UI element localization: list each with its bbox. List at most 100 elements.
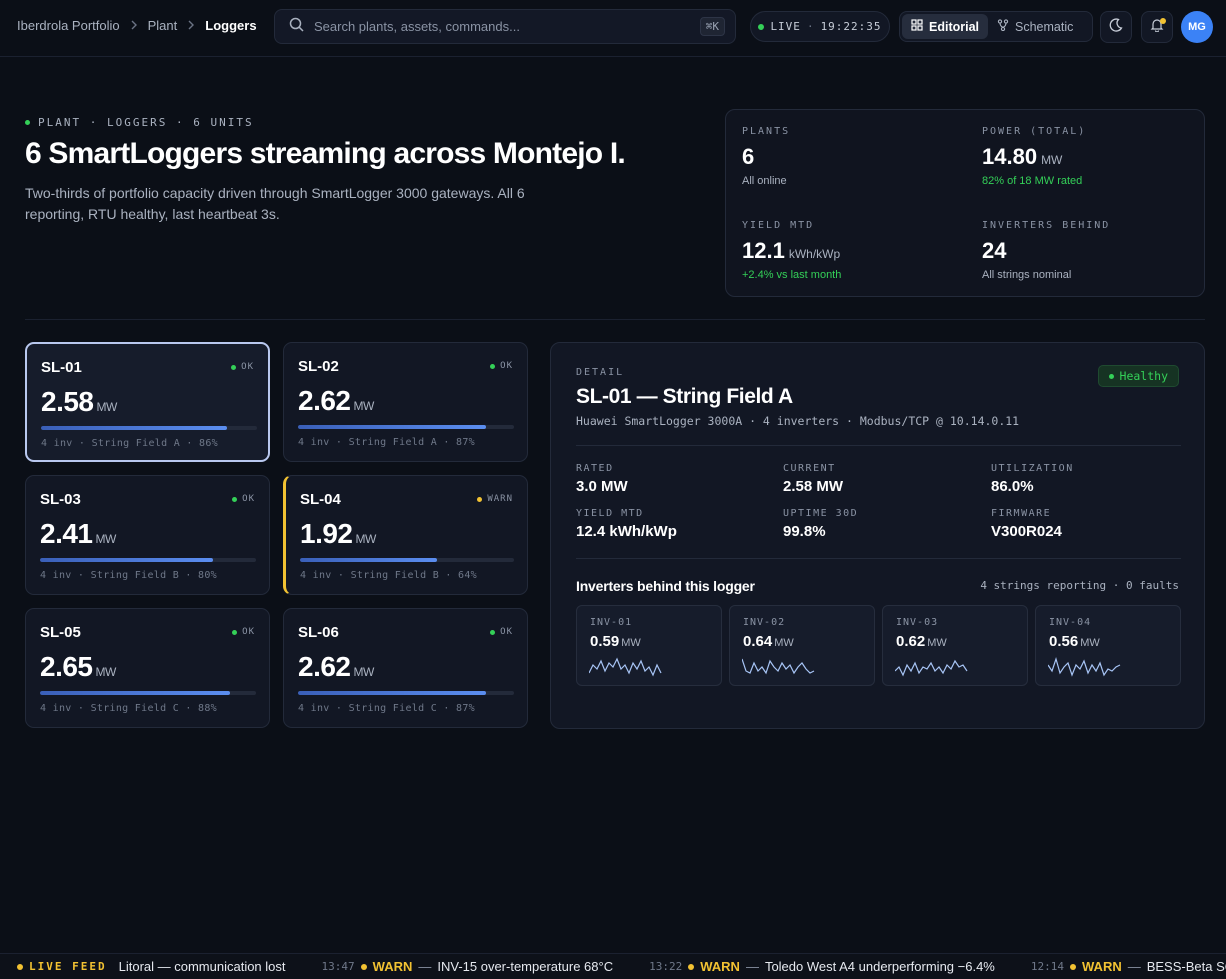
inverter-power: 0.59 MW bbox=[590, 633, 641, 650]
notifications-button[interactable] bbox=[1141, 11, 1173, 43]
inverters-title: Inverters behind this logger bbox=[576, 578, 755, 594]
feed-level: WARN bbox=[700, 959, 740, 974]
live-time: 19:22:35 bbox=[820, 20, 882, 33]
search-icon bbox=[289, 17, 304, 37]
power-unit: MW bbox=[95, 665, 117, 679]
search-input[interactable] bbox=[314, 19, 700, 34]
feed-item[interactable]: 12:14 WARN — BESS-Beta SOC 42% be bbox=[1031, 959, 1226, 974]
warn-dot-icon bbox=[1070, 963, 1076, 970]
stat-yield-mtd: YIELD MTD 12.1 kWh/kWp +2.4% vs last mont… bbox=[742, 220, 841, 281]
logger-name: SL-02 bbox=[298, 358, 339, 375]
logger-power: 2.58 MW bbox=[41, 386, 117, 418]
stat-note: All strings nominal bbox=[982, 269, 1072, 281]
live-indicator: LIVE · 19:22:35 bbox=[750, 11, 890, 42]
inverter-power-unit: MW bbox=[927, 637, 947, 649]
status-badge: OK bbox=[231, 362, 254, 372]
inverter-card-inv-03[interactable]: INV-03 0.62 MW bbox=[882, 605, 1028, 686]
logger-name: SL-04 bbox=[300, 491, 341, 508]
schematic-label: Schematic bbox=[1015, 19, 1074, 34]
stat-value: 6 bbox=[742, 144, 790, 170]
feed-item[interactable]: 13:47 WARN — INV-15 over-temperature 68°… bbox=[322, 959, 614, 974]
stat-number: 6 bbox=[742, 144, 755, 169]
status-text: WARN bbox=[487, 494, 513, 504]
logger-power: 2.62 MW bbox=[298, 385, 374, 417]
feed-item[interactable]: Litoral — communication lost bbox=[118, 959, 286, 974]
health-text: Healthy bbox=[1119, 369, 1168, 383]
status-dot-icon bbox=[1108, 373, 1114, 379]
inverter-card-inv-01[interactable]: INV-01 0.59 MW bbox=[576, 605, 722, 686]
breadcrumb-portfolio[interactable]: Iberdrola Portfolio bbox=[17, 18, 120, 33]
metric-current: CURRENT 2.58 MW bbox=[783, 463, 843, 495]
page-subtitle: Two-thirds of portfolio capacity driven … bbox=[25, 185, 525, 222]
warn-dot-icon bbox=[360, 963, 367, 970]
logger-card-sl-05[interactable]: SL-05 OK 2.65 MW 4 inv · String Field C ·… bbox=[25, 608, 270, 728]
stat-number: 12.1 bbox=[742, 238, 785, 263]
logger-power: 2.41 MW bbox=[40, 518, 116, 550]
logger-card-sl-06[interactable]: SL-06 OK 2.62 MW 4 inv · String Field C ·… bbox=[283, 608, 528, 728]
inverter-card-inv-02[interactable]: INV-02 0.64 MW bbox=[729, 605, 875, 686]
power-value: 1.92 bbox=[300, 518, 353, 549]
inverter-power: 0.64 MW bbox=[743, 633, 794, 650]
detail-title: SL-01 — String Field A bbox=[576, 385, 793, 408]
inverter-power-value: 0.62 bbox=[896, 633, 926, 650]
avatar[interactable]: MG bbox=[1181, 11, 1213, 43]
stat-label: PLANTS bbox=[742, 126, 791, 137]
metric-label: UPTIME 30D bbox=[783, 508, 859, 519]
metric-value: 99.8% bbox=[783, 523, 826, 540]
status-dot-icon bbox=[490, 363, 496, 369]
utilization-fill bbox=[40, 558, 213, 562]
metric-label: RATED bbox=[576, 463, 614, 474]
power-value: 2.41 bbox=[40, 518, 93, 549]
live-dot-icon bbox=[758, 23, 765, 30]
utilization-bar bbox=[298, 425, 514, 429]
status-text: OK bbox=[242, 627, 255, 637]
logger-card-sl-02[interactable]: SL-02 OK 2.62 MW 4 inv · String Field A ·… bbox=[283, 342, 528, 462]
logger-detail-panel: DETAIL SL-01 — String Field A Huawei Sma… bbox=[550, 342, 1205, 729]
inverter-power: 0.56 MW bbox=[1049, 633, 1100, 650]
schematic-view-button[interactable]: Schematic bbox=[988, 14, 1082, 39]
inverter-sparkline bbox=[742, 658, 815, 675]
inverter-id: INV-03 bbox=[896, 617, 939, 628]
stat-value: 12.1 kWh/kWp bbox=[742, 238, 841, 264]
live-label: LIVE bbox=[770, 20, 801, 33]
utilization-fill bbox=[298, 425, 486, 429]
utilization-bar bbox=[41, 426, 257, 430]
logger-meta: 4 inv · String Field B · 64% bbox=[300, 570, 477, 581]
status-badge: OK bbox=[232, 494, 255, 504]
inverter-card-inv-04[interactable]: INV-04 0.56 MW bbox=[1035, 605, 1181, 686]
stat-label: INVERTERS BEHIND bbox=[982, 220, 1111, 231]
stat-unit: MW bbox=[1041, 153, 1063, 167]
editorial-view-button[interactable]: Editorial bbox=[902, 14, 989, 39]
search-box[interactable]: ⌘K bbox=[274, 9, 736, 44]
logger-card-sl-04[interactable]: SL-04 WARN 1.92 MW 4 inv · String Field B… bbox=[283, 475, 528, 595]
logger-meta: 4 inv · String Field A · 86% bbox=[41, 438, 218, 449]
logger-card-sl-03[interactable]: SL-03 OK 2.41 MW 4 inv · String Field B ·… bbox=[25, 475, 270, 595]
live-feed-ticker: LIVE FEED Litoral — communication lost 1… bbox=[0, 953, 1226, 979]
logger-name: SL-01 bbox=[41, 359, 82, 376]
status-badge: OK bbox=[490, 361, 513, 371]
metric-label: FIRMWARE bbox=[991, 508, 1052, 519]
notification-badge bbox=[1160, 18, 1166, 24]
metric-uptime: UPTIME 30D 99.8% bbox=[783, 508, 858, 540]
health-badge: Healthy bbox=[1097, 365, 1179, 387]
logger-meta: 4 inv · String Field A · 87% bbox=[298, 437, 475, 448]
feed-item[interactable]: 13:22 WARN — Toledo West A4 underperform… bbox=[649, 959, 995, 974]
logger-card-sl-01[interactable]: SL-01 OK 2.58 MW 4 inv · String Field A ·… bbox=[25, 342, 270, 462]
logger-meta: 4 inv · String Field B · 80% bbox=[40, 570, 217, 581]
inverter-sparkline bbox=[1048, 656, 1121, 677]
live-feed-dot-icon bbox=[17, 963, 23, 970]
stat-power-total: POWER (TOTAL) 14.80 MW 82% of 18 MW rated bbox=[982, 126, 1086, 187]
metric-rated: RATED 3.0 MW bbox=[576, 463, 628, 495]
live-feed-label-text: LIVE FEED bbox=[29, 960, 107, 973]
stat-note: All online bbox=[742, 175, 787, 187]
feed-text: INV-15 over-temperature 68°C bbox=[437, 959, 614, 974]
detail-eyebrow: DETAIL bbox=[576, 367, 625, 378]
inverter-power: 0.62 MW bbox=[896, 633, 947, 650]
stat-note: +2.4% vs last month bbox=[742, 269, 842, 281]
feed-separator: — bbox=[418, 959, 432, 974]
metric-value: 3.0 MW bbox=[576, 478, 628, 495]
theme-toggle-button[interactable] bbox=[1100, 11, 1132, 43]
logger-meta: 4 inv · String Field C · 87% bbox=[298, 703, 475, 714]
breadcrumb-loggers: Loggers bbox=[205, 18, 257, 33]
breadcrumb-plant[interactable]: Plant bbox=[147, 18, 178, 33]
